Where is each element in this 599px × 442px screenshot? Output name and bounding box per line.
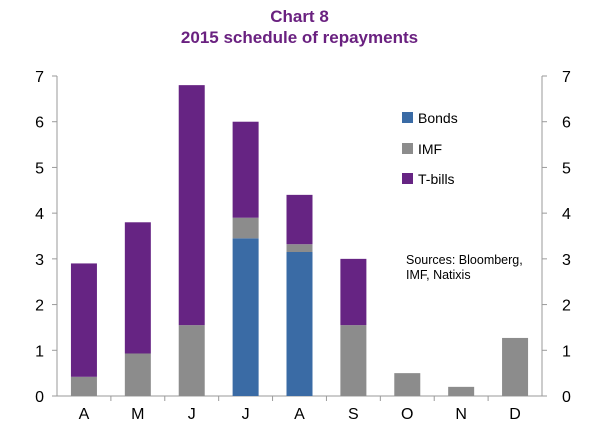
y-tick-label-left: 0	[35, 389, 44, 406]
chart-source-note: Sources: Bloomberg,IMF, Natixis	[406, 253, 523, 282]
bar-segment-t-bills	[340, 258, 367, 326]
legend-label-imf: IMF	[418, 141, 442, 157]
source-note-line: IMF, Natixis	[406, 268, 471, 282]
bar-segment-bonds	[286, 252, 313, 396]
x-tick-label: O	[401, 406, 413, 423]
y-tick-label-left: 4	[35, 206, 44, 223]
y-tick-label-left: 6	[35, 115, 44, 132]
y-tick-label-left: 5	[35, 160, 44, 177]
y-tick-label-right: 2	[562, 298, 571, 315]
bar-segment-imf	[502, 337, 529, 396]
chart-subtitle: 2015 schedule of repayments	[180, 28, 419, 47]
legend-label-t-bills: T-bills	[418, 171, 455, 187]
y-tick-label-right: 5	[562, 160, 571, 177]
y-tick-label-right: 1	[562, 343, 571, 360]
x-tick-label: A	[294, 406, 305, 423]
legend-swatch-t-bills	[402, 173, 413, 184]
bar-segment-t-bills	[286, 194, 313, 245]
bar-segment-t-bills	[232, 121, 259, 218]
legend-label-bonds: Bonds	[418, 110, 458, 126]
x-tick-label: D	[509, 406, 521, 423]
bar-segment-imf	[448, 386, 475, 396]
x-tick-label: M	[131, 406, 144, 423]
bar-segment-imf	[232, 217, 259, 239]
y-tick-label-left: 3	[35, 252, 44, 269]
y-tick-label-right: 3	[562, 252, 571, 269]
chart-title: Chart 8	[270, 7, 329, 26]
chart-bars	[70, 85, 529, 396]
chart-legend: Bonds IMF T-bills	[402, 110, 458, 187]
x-tick-label: J	[188, 406, 196, 423]
y-tick-label-left: 2	[35, 298, 44, 315]
x-tick-label: N	[455, 406, 467, 423]
y-tick-label-right: 7	[562, 69, 571, 86]
x-tick-label: S	[348, 406, 359, 423]
bar-segment-imf	[178, 325, 205, 396]
bar-segment-imf	[286, 244, 313, 252]
bar-segment-t-bills	[70, 263, 97, 377]
y-tick-label-right: 6	[562, 115, 571, 132]
x-tick-label: J	[242, 406, 250, 423]
bar-segment-t-bills	[124, 222, 151, 354]
y-tick-label-right: 4	[562, 206, 571, 223]
y-tick-label-right: 0	[562, 389, 571, 406]
y-tick-label-left: 1	[35, 343, 44, 360]
bar-segment-imf	[124, 353, 151, 396]
legend-swatch-bonds	[402, 112, 413, 123]
bar-segment-bonds	[232, 238, 259, 396]
bar-segment-t-bills	[178, 85, 205, 326]
source-note-line: Sources: Bloomberg,	[406, 253, 523, 267]
bar-segment-imf	[70, 376, 97, 396]
x-tick-label: A	[79, 406, 90, 423]
chart-title-block: Chart 8 2015 schedule of repayments	[0, 6, 599, 48]
bar-segment-imf	[340, 325, 367, 396]
bar-segment-imf	[394, 373, 421, 396]
legend-swatch-imf	[402, 143, 413, 154]
y-tick-label-left: 7	[35, 69, 44, 86]
